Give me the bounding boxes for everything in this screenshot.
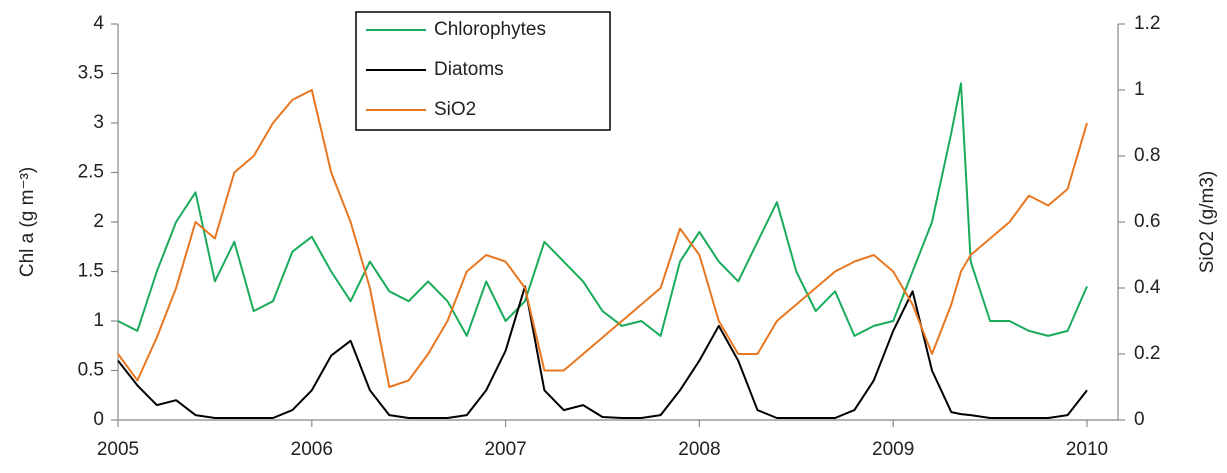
y-tick-label: 1.5: [78, 261, 104, 282]
y2-tick-label: 0: [1134, 409, 1145, 430]
y2-axis-label: SiO2 (g/m3): [1197, 171, 1218, 273]
y2-tick-label: 1.2: [1134, 13, 1160, 34]
x-tick-label: 2007: [484, 439, 526, 460]
series-line: [117, 82, 1088, 337]
x-tick-label: 2008: [678, 439, 720, 460]
y-tick-label: 4: [93, 13, 104, 34]
y-tick-label: 2.5: [78, 162, 104, 183]
x-tick-label: 2010: [1066, 439, 1108, 460]
y-tick-label: 2: [93, 211, 104, 232]
y-tick-label: 0.5: [78, 360, 104, 381]
y2-tick-label: 0.2: [1134, 343, 1160, 364]
y-tick-label: 1: [93, 310, 104, 331]
x-tick-label: 2009: [872, 439, 914, 460]
legend-label: Diatoms: [434, 59, 504, 80]
y-tick-label: 3.5: [78, 63, 104, 84]
series-line: [117, 285, 1088, 419]
y-tick-label: 0: [93, 409, 104, 430]
x-tick-label: 2005: [97, 439, 139, 460]
y2-tick-label: 1: [1134, 79, 1145, 100]
x-tick-label: 2006: [291, 439, 333, 460]
legend-label: Chlorophytes: [434, 19, 546, 40]
series-line: [117, 89, 1088, 388]
y2-tick-label: 0.8: [1134, 145, 1160, 166]
y2-tick-label: 0.4: [1134, 277, 1161, 298]
y-tick-label: 3: [93, 112, 104, 133]
legend-label: SiO2: [434, 99, 476, 120]
y-axis-label: Chl a (g m⁻³): [17, 167, 38, 277]
y2-tick-label: 0.6: [1134, 211, 1160, 232]
